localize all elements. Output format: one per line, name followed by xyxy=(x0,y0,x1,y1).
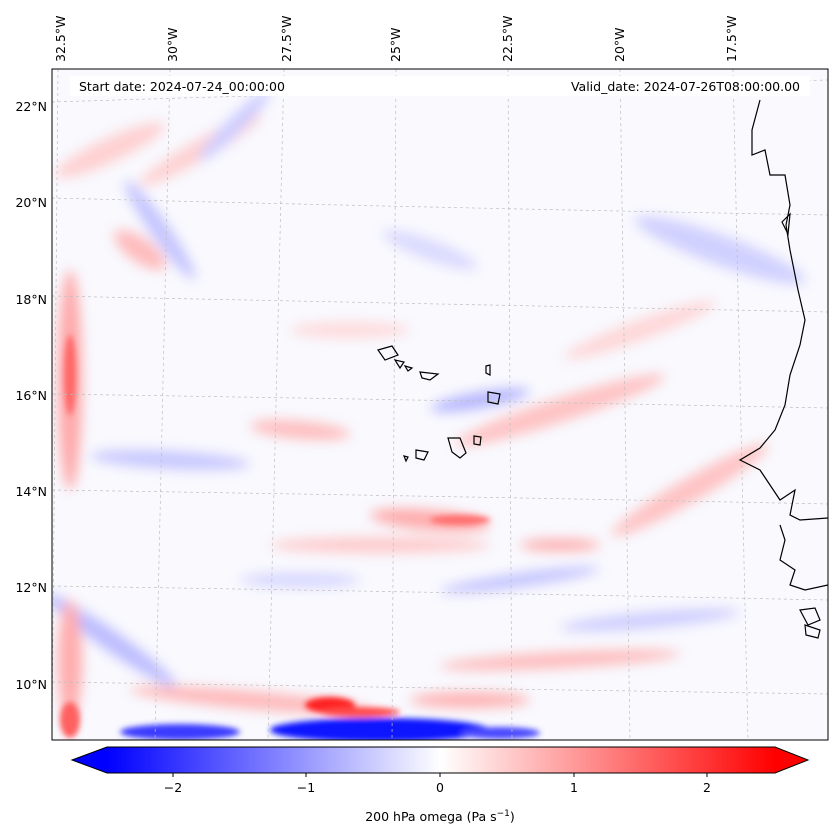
lon-label-25w: 25°W xyxy=(388,27,403,62)
lat-label-22n: 22°N xyxy=(15,99,47,114)
valid-date-label: Valid_date: 2024-07-26T08:00:00.00 xyxy=(571,79,800,94)
colorbar-tick-1: 1 xyxy=(570,780,578,795)
lon-label-20w: 20°W xyxy=(612,27,627,62)
colorbar-extend-min xyxy=(72,747,107,773)
colorbar-gradient xyxy=(107,747,775,773)
lat-label-14n: 14°N xyxy=(15,484,47,499)
colorbar-label-main: 200 hPa omega (Pa s xyxy=(365,809,496,824)
lon-label-22-5w: 22.5°W xyxy=(500,16,515,62)
colorbar-ticks xyxy=(172,773,708,777)
lon-label-32-5w: 32.5°W xyxy=(53,16,68,62)
lat-label-20n: 20°N xyxy=(15,195,47,210)
colorbar: −2 −1 0 1 2 200 hPa omega (Pa s−1) xyxy=(70,746,810,824)
lon-label-30w: 30°W xyxy=(165,27,180,62)
lat-label-12n: 12°N xyxy=(15,580,47,595)
colorbar-tick-minus-1: −1 xyxy=(297,780,315,795)
colorbar-tick-2: 2 xyxy=(703,780,711,795)
colorbar-tick-0: 0 xyxy=(436,780,444,795)
colorbar-label: 200 hPa omega (Pa s−1) xyxy=(365,809,515,824)
lat-label-16n: 16°N xyxy=(15,388,47,403)
lon-label-17-5w: 17.5°W xyxy=(724,16,739,62)
map-panel: Start date: 2024-07-24_00:00:00 Valid_da… xyxy=(15,16,829,741)
map-frame xyxy=(51,68,829,741)
island-santo-antao xyxy=(377,345,399,361)
island-santiago xyxy=(447,437,467,459)
colorbar-label-end: ) xyxy=(510,809,515,824)
omega-field xyxy=(52,89,805,740)
lat-label-10n: 10°N xyxy=(15,677,47,692)
lon-label-27-5w: 27.5°W xyxy=(279,16,294,62)
header-box xyxy=(70,76,810,96)
lat-label-18n: 18°N xyxy=(15,292,47,307)
start-date-label: Start date: 2024-07-24_00:00:00 xyxy=(79,79,285,94)
colorbar-tick-minus-2: −2 xyxy=(164,780,182,795)
colorbar-label-exponent: −1 xyxy=(497,809,510,819)
latitude-labels: 22°N 20°N 18°N 16°N 14°N 12°N 10°N xyxy=(15,99,47,692)
longitude-labels: 32.5°W 30°W 27.5°W 25°W 22.5°W 20°W 17.5… xyxy=(53,16,739,62)
coastline xyxy=(377,99,828,639)
colorbar-outline xyxy=(70,746,810,774)
colorbar-extend-max xyxy=(775,747,808,773)
graticule xyxy=(52,69,828,740)
